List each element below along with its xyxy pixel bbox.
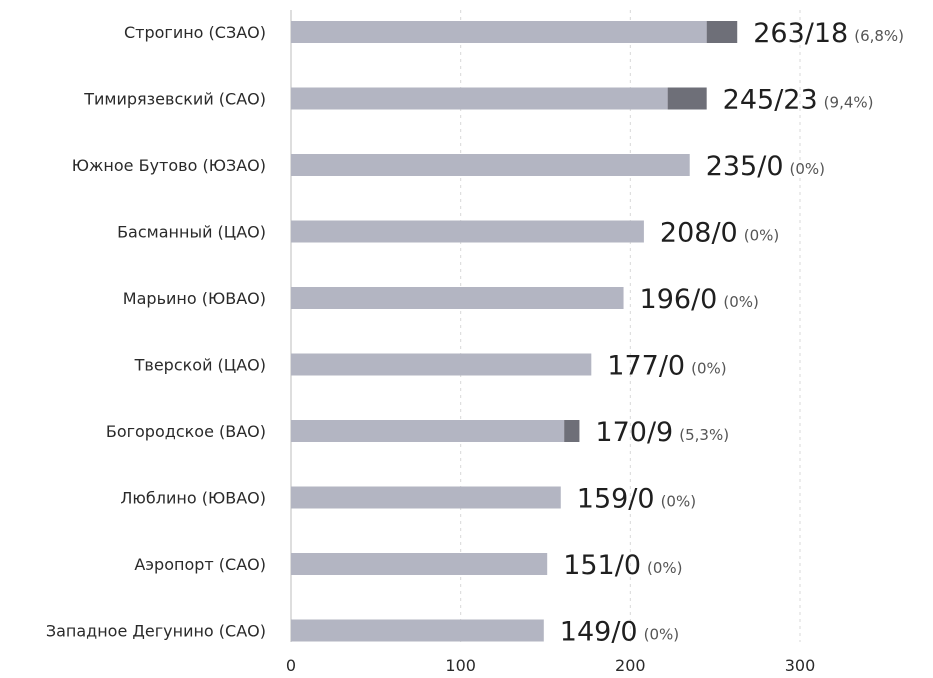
value-label: 263/18: [753, 18, 848, 49]
percent-label: (0%): [691, 360, 727, 378]
bar-segment-main: [291, 220, 644, 243]
bar-segment-main: [291, 87, 668, 110]
percent-label: (0%): [790, 160, 826, 178]
x-tick-label: 200: [615, 656, 646, 675]
category-label: Люблино (ЮВАО): [120, 489, 266, 508]
category-label: Западное Дегунино (САО): [46, 622, 266, 641]
value-label: 208/0: [660, 218, 738, 249]
category-label: Тимирязевский (САО): [83, 90, 266, 109]
percent-label: (9,4%): [824, 94, 874, 112]
percent-label: (0%): [744, 227, 780, 245]
category-label: Марьино (ЮВАО): [123, 289, 266, 308]
value-label: 177/0: [607, 351, 685, 382]
value-label: 170/9: [595, 417, 673, 448]
bar-segment-highlight: [667, 87, 707, 110]
bar-segment-highlight: [706, 21, 738, 43]
value-label: 151/0: [563, 550, 641, 581]
percent-label: (0%): [661, 493, 697, 511]
category-label: Богородское (ВАО): [106, 422, 266, 441]
bar-segment-main: [291, 486, 561, 509]
percent-label: (0%): [644, 626, 680, 644]
value-label: 245/23: [723, 85, 818, 116]
bar-segment-main: [291, 154, 690, 176]
value-label: 159/0: [577, 484, 655, 515]
bar-segment-main: [291, 619, 544, 642]
value-label: 235/0: [706, 151, 784, 182]
bar-segment-main: [291, 287, 624, 309]
bar-segment-main: [291, 353, 592, 376]
x-tick-label: 100: [445, 656, 476, 675]
bar-segment-highlight: [564, 420, 580, 442]
x-tick-label: 300: [785, 656, 816, 675]
percent-label: (5,3%): [679, 426, 729, 444]
x-tick-label: 0: [286, 656, 296, 675]
value-label: 196/0: [640, 284, 718, 315]
category-label: Строгино (СЗАО): [124, 23, 266, 42]
bar-segment-main: [291, 420, 565, 442]
category-label: Тверской (ЦАО): [134, 356, 266, 375]
percent-label: (0%): [723, 293, 759, 311]
value-label: 149/0: [560, 617, 638, 648]
category-label: Южное Бутово (ЮЗАО): [72, 156, 266, 175]
category-label: Аэропорт (САО): [134, 555, 266, 574]
bar-segment-main: [291, 553, 548, 575]
category-label: Басманный (ЦАО): [117, 223, 266, 242]
bar-segment-main: [291, 21, 707, 43]
percent-label: (6,8%): [854, 27, 904, 45]
percent-label: (0%): [647, 559, 683, 577]
